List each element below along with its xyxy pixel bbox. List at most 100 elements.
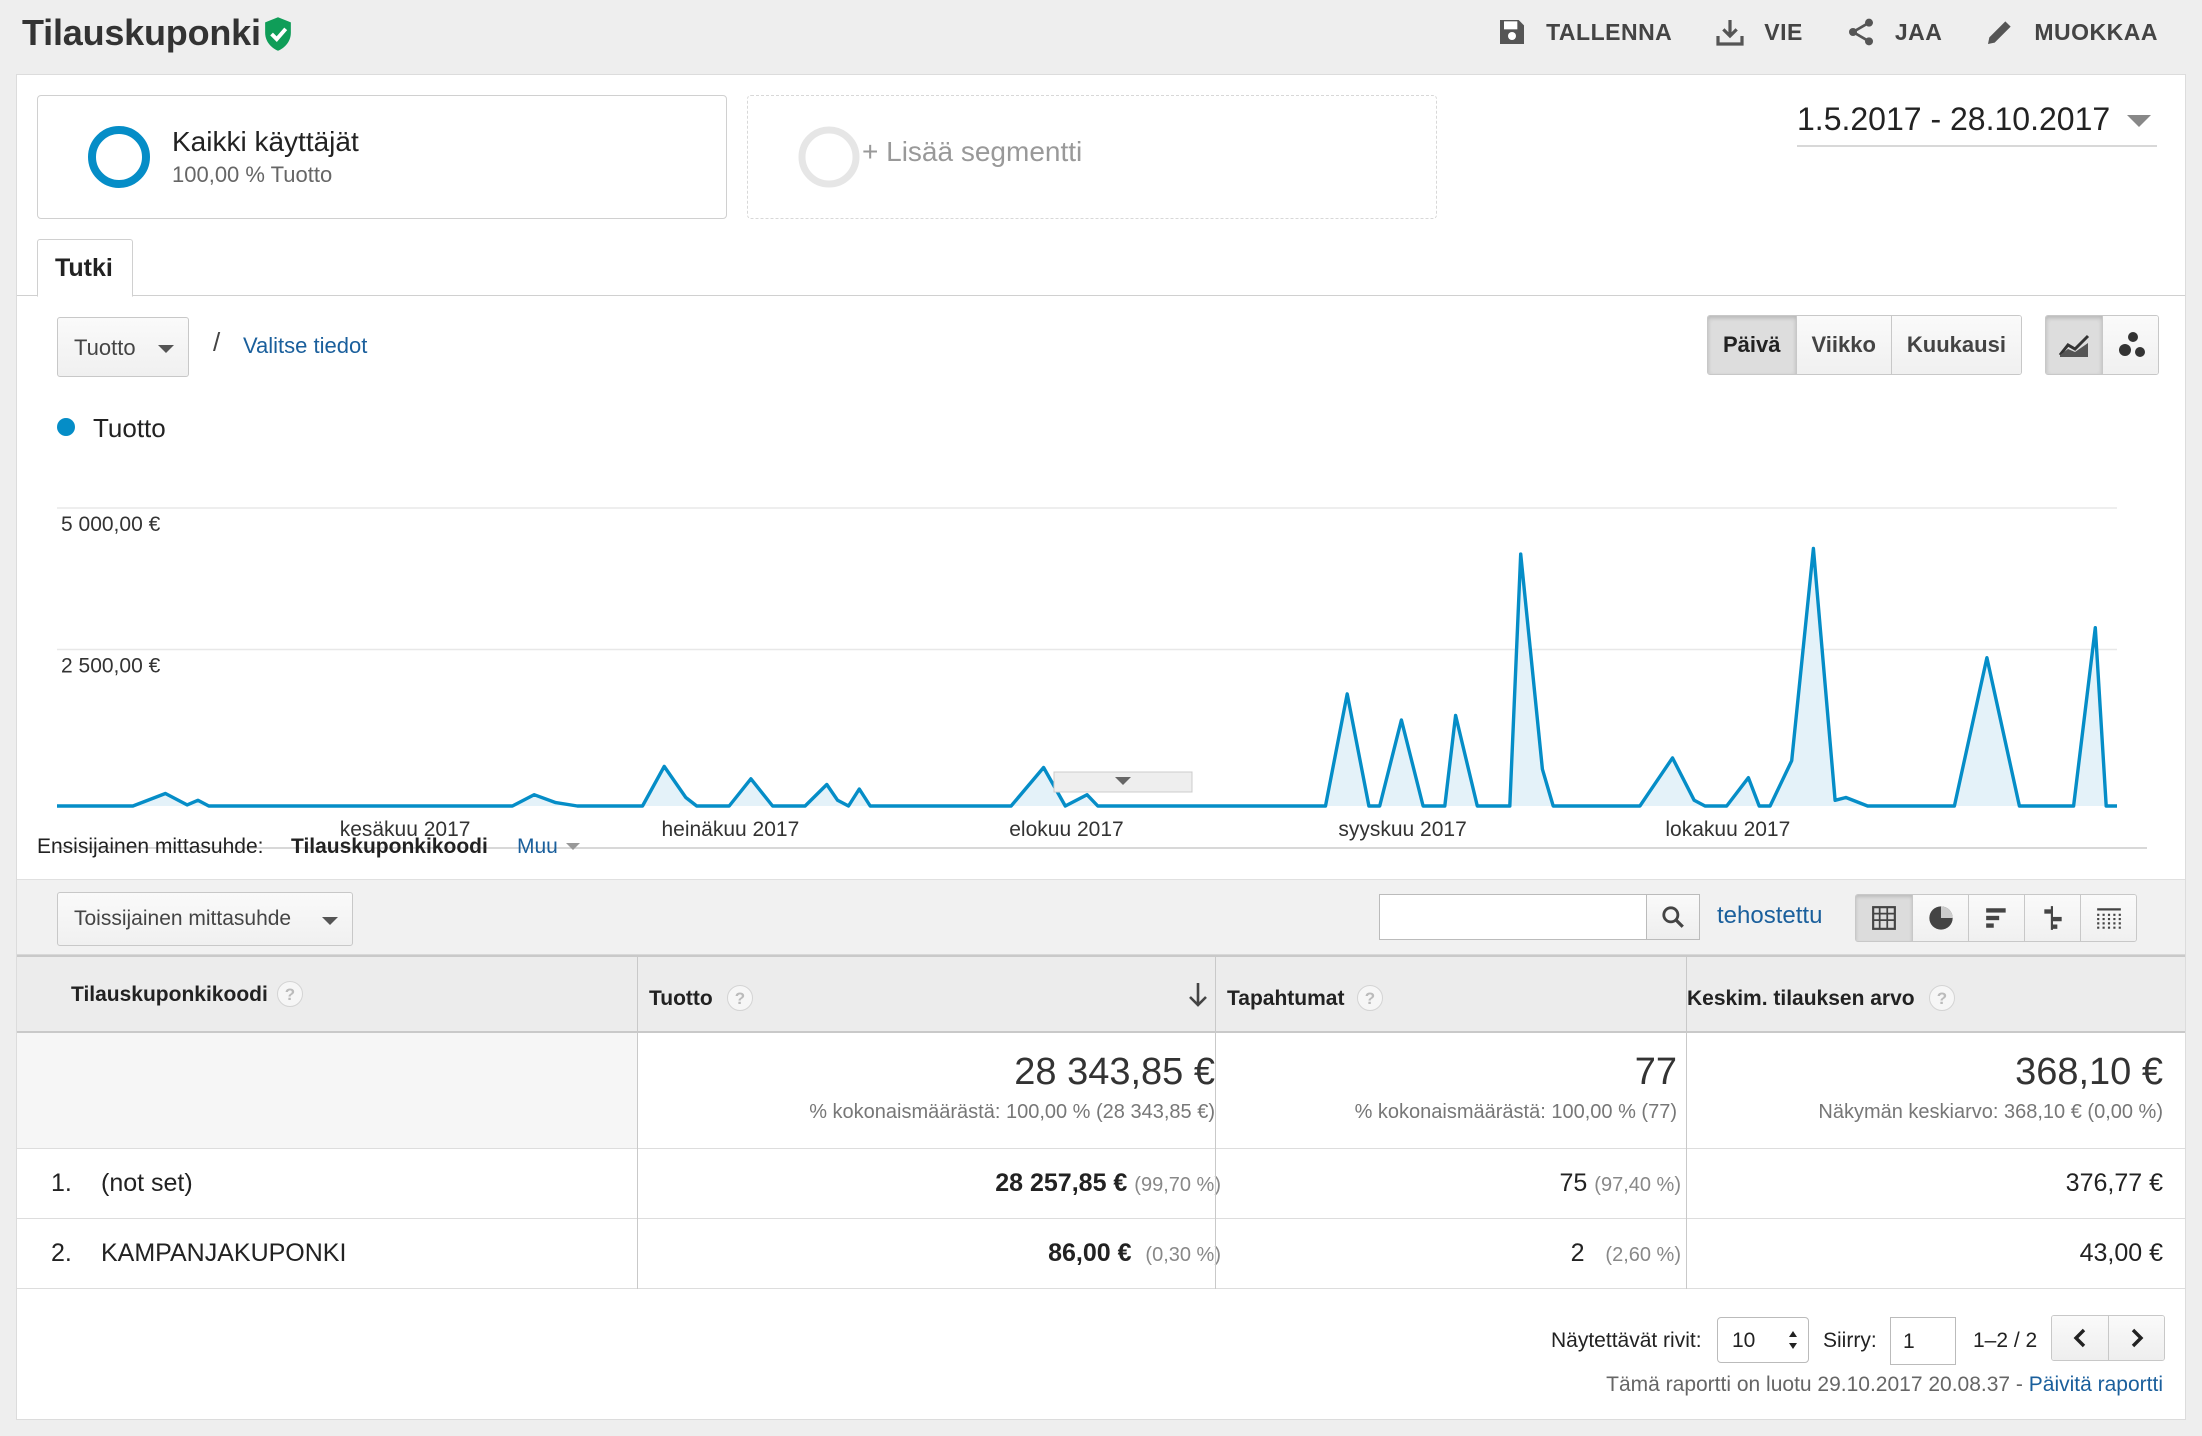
y-tick-label: 5 000,00 € — [61, 513, 161, 536]
legend-swatch — [57, 418, 75, 436]
pivot-icon — [2096, 908, 2121, 929]
row-revenue-share: (0,30 %) — [1145, 1244, 1221, 1266]
rows-per-page-label: Näytettävät rivit: — [1551, 1329, 1702, 1352]
caret-down-icon — [565, 843, 580, 850]
total-revenue: 28 343,85 € — [1014, 1051, 1215, 1093]
add-segment-label: + Lisää segmentti — [862, 136, 1083, 167]
view-average: Näkymän keskiarvo: 368,10 € (0,00 %) — [1818, 1101, 2163, 1123]
column-header-revenue[interactable]: Tuotto ? — [637, 957, 1215, 1033]
table-search-input[interactable] — [1379, 894, 1647, 940]
row-coupon-code[interactable]: (not set) — [101, 1169, 193, 1197]
grid-table-icon — [1872, 906, 1896, 930]
caret-down-icon — [158, 345, 174, 353]
row-revenue-share: (99,70 %) — [1134, 1174, 1221, 1196]
chevron-right-icon — [2131, 1328, 2143, 1348]
tab-explore[interactable]: Tutki — [37, 239, 133, 297]
help-icon[interactable]: ? — [1929, 985, 1955, 1011]
edit-button[interactable]: MUOKKAA — [1984, 16, 2158, 48]
total-avg-order-value: 368,10 € — [2015, 1051, 2163, 1093]
metric-separator: / — [213, 327, 221, 357]
chevron-left-icon — [2073, 1328, 2086, 1348]
row-transactions-cell: 75 (97,40 %) — [1560, 1169, 1681, 1198]
period-toggle: Päivä Viikko Kuukausi — [1707, 315, 2022, 375]
segment-all-users[interactable]: Kaikki käyttäjät 100,00 % Tuotto — [37, 95, 727, 219]
column-header-transactions[interactable]: Tapahtumat ? — [1215, 957, 1675, 1033]
column-header-avg-order-value[interactable]: Keskim. tilauksen arvo ? — [1675, 957, 2185, 1033]
rows-per-page-select[interactable]: 10 — [1717, 1317, 1809, 1363]
column-divider — [1215, 955, 1216, 1289]
empty-segment-ring-icon — [798, 126, 860, 188]
view-performance-button[interactable] — [1968, 895, 2024, 941]
line-chart-icon — [2058, 334, 2090, 357]
page-nav — [2051, 1315, 2165, 1361]
line-chart-button[interactable] — [2046, 316, 2102, 374]
goto-page-label: Siirry: — [1823, 1329, 1877, 1352]
chevron-down-icon — [2127, 115, 2151, 127]
refresh-report-link[interactable]: Päivitä raportti — [2028, 1373, 2163, 1396]
view-pivot-button[interactable] — [2080, 895, 2136, 941]
bubble-chart-icon — [2118, 332, 2145, 357]
report-generated-text: Tämä raportti on luotu 29.10.2017 20.08.… — [1606, 1373, 2029, 1396]
share-button[interactable]: JAA — [1845, 16, 1943, 48]
help-icon[interactable]: ? — [1357, 985, 1383, 1011]
series-line — [57, 546, 2117, 808]
column-divider — [1686, 955, 1687, 1289]
x-tick-label: heinäkuu 2017 — [661, 818, 799, 841]
column-header-avg-order-value-label: Keskim. tilauksen arvo — [1687, 987, 1915, 1010]
totals-row-label-cell — [17, 1033, 637, 1148]
x-tick-label: elokuu 2017 — [1009, 818, 1123, 841]
verified-shield-icon — [265, 17, 291, 51]
report-actions: TALLENNA VIE JAA — [1454, 16, 2158, 48]
goto-page-input[interactable]: 1 — [1890, 1317, 1956, 1365]
next-page-button[interactable] — [2108, 1316, 2164, 1360]
date-range-picker[interactable]: 1.5.2017 - 28.10.2017 — [1797, 101, 2157, 147]
total-revenue-share: % kokonaismäärästä: 100,00 % (28 343,85 … — [809, 1101, 1215, 1123]
edit-label: MUOKKAA — [2034, 18, 2158, 45]
motion-chart-button[interactable] — [2102, 316, 2158, 374]
secondary-dimension-dropdown[interactable]: Toissijainen mittasuhde — [57, 892, 353, 946]
metric-dropdown[interactable]: Tuotto — [57, 317, 189, 377]
export-button[interactable]: VIE — [1714, 16, 1803, 48]
primary-dimension-other-label: Muu — [517, 835, 558, 858]
secondary-dimension-label: Toissijainen mittasuhde — [74, 907, 292, 930]
download-icon — [1716, 20, 1744, 46]
add-segment-button[interactable]: + Lisää segmentti — [747, 95, 1437, 219]
period-month-button[interactable]: Kuukausi — [1890, 316, 2021, 374]
help-icon[interactable]: ? — [727, 985, 753, 1011]
chart-collapse-handle[interactable] — [1053, 771, 1193, 793]
view-comparison-button[interactable] — [2024, 895, 2080, 941]
advanced-filter-link[interactable]: tehostettu — [1717, 902, 1823, 929]
table-row: 2. KAMPANJAKUPONKI 86,00 € (0,30 %) 2 (2… — [17, 1219, 2185, 1289]
previous-page-button[interactable] — [2052, 1316, 2108, 1360]
metric-dropdown-value: Tuotto — [74, 335, 136, 360]
period-week-button[interactable]: Viikko — [1795, 316, 1891, 374]
caret-down-icon — [322, 917, 338, 925]
legend-label: Tuotto — [93, 413, 166, 443]
search-button[interactable] — [1646, 894, 1700, 940]
export-label: VIE — [1764, 18, 1803, 45]
column-header-coupon-code[interactable]: Tilauskuponkikoodi ? — [17, 957, 637, 1033]
row-revenue: 86,00 € — [1048, 1239, 1132, 1267]
view-percentage-button[interactable] — [1912, 895, 1968, 941]
pie-chart-icon — [1928, 906, 1953, 930]
primary-dimension-current[interactable]: Tilauskuponkikoodi — [291, 835, 488, 858]
save-button[interactable]: TALLENNA — [1496, 16, 1672, 48]
view-data-button[interactable] — [1856, 895, 1912, 941]
select-metric-link[interactable]: Valitse tiedot — [243, 333, 368, 358]
segment-share: 100,00 % Tuotto — [172, 162, 333, 187]
pencil-icon — [1988, 21, 2012, 44]
totals-row: 28 343,85 € % kokonaismäärästä: 100,00 %… — [17, 1033, 2185, 1149]
table-row: 1. (not set) 28 257,85 € (99,70 %) 75 (9… — [17, 1149, 2185, 1219]
row-coupon-code[interactable]: KAMPANJAKUPONKI — [101, 1239, 347, 1267]
sort-descending-icon — [1189, 983, 1207, 1007]
primary-dimension-other[interactable]: Muu — [517, 835, 580, 859]
row-number: 1. — [51, 1169, 72, 1197]
row-avg-order-value: 43,00 € — [2079, 1239, 2163, 1267]
share-label: JAA — [1894, 18, 1943, 45]
row-revenue-cell: 86,00 € (0,30 %) — [1048, 1239, 1221, 1268]
x-tick-label: lokakuu 2017 — [1665, 818, 1790, 841]
period-day-button[interactable]: Päivä — [1708, 316, 1796, 374]
chart-series — [57, 546, 2117, 808]
help-icon[interactable]: ? — [277, 981, 303, 1007]
tab-divider — [17, 295, 2185, 296]
